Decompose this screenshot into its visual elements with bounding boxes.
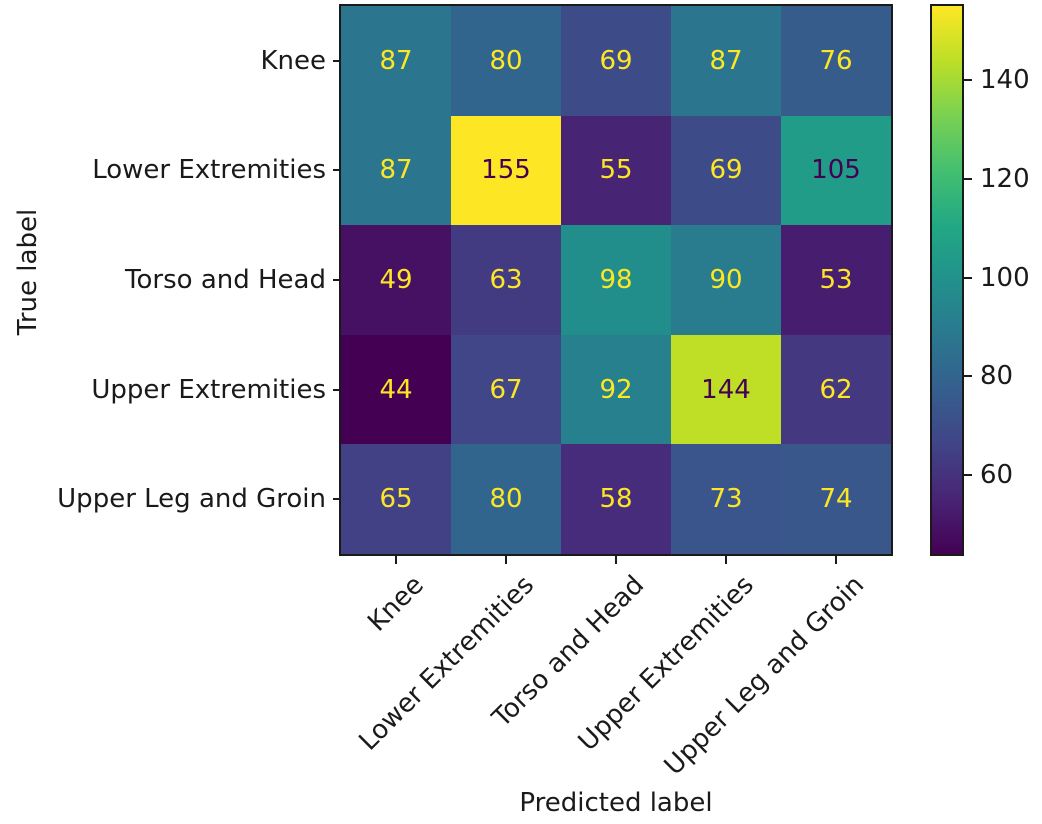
heatmap-cell-value: 44	[379, 374, 413, 405]
heatmap-cell: 73	[671, 444, 781, 554]
heatmap-cell: 80	[451, 6, 561, 116]
colorbar-tick-mark	[964, 474, 972, 476]
heatmap-cell: 49	[341, 225, 451, 335]
heatmap-cell-value: 53	[819, 264, 853, 295]
colorbar-tick-label: 120	[980, 163, 1030, 194]
y-tick-mark	[333, 169, 341, 172]
heatmap-cell: 55	[561, 115, 671, 226]
heatmap-cell-value: 62	[819, 374, 853, 405]
y-tick-label: Lower Extremities	[92, 155, 326, 186]
colorbar-tick-label: 80	[980, 361, 1014, 392]
heatmap-cell: 87	[671, 6, 781, 116]
y-tick-mark	[333, 59, 341, 62]
y-axis-title: True label	[13, 208, 43, 336]
x-tick-label: Upper Leg and Groin	[658, 570, 871, 782]
heatmap-cell: 90	[671, 225, 781, 335]
heatmap-cell-value: 67	[489, 374, 523, 405]
heatmap-cell: 62	[781, 334, 891, 445]
x-tick-mark	[615, 556, 617, 564]
colorbar-tick-label: 140	[980, 65, 1030, 96]
heatmap-cell: 44	[341, 334, 451, 445]
heatmap-cell-value: 63	[489, 264, 523, 295]
y-tick-label: Upper Leg and Groin	[57, 484, 326, 515]
colorbar	[930, 4, 964, 556]
x-axis-title: Predicted label	[519, 788, 713, 818]
heatmap-cell-value: 105	[811, 155, 861, 186]
heatmap-cell-value: 76	[819, 45, 853, 76]
heatmap-cell: 53	[781, 225, 891, 335]
heatmap-cell: 80	[451, 444, 561, 554]
heatmap-cell-value: 87	[379, 155, 413, 186]
heatmap-cell-value: 58	[599, 484, 633, 515]
heatmap-cell: 58	[561, 444, 671, 554]
y-tick-label: Torso and Head	[125, 265, 326, 295]
heatmap-cell-value: 69	[709, 155, 743, 186]
y-tick-mark	[333, 388, 341, 391]
x-tick-mark	[395, 556, 397, 564]
y-tick-label: Upper Extremities	[91, 374, 326, 405]
heatmap-cell-value: 74	[819, 484, 853, 515]
heatmap-cell-value: 49	[379, 264, 413, 295]
heatmap-cell-value: 98	[599, 264, 633, 295]
heatmap-cell-value: 155	[481, 155, 531, 186]
heatmap-grid: 87 80 69 87 76 87 155 55 69 105 49 63 98 90 53 44 67 92 14…	[339, 4, 893, 556]
heatmap-cell-value: 144	[701, 374, 751, 405]
heatmap-cell-value: 69	[599, 45, 633, 76]
heatmap-cell: 144	[671, 334, 781, 445]
heatmap-cell: 74	[781, 444, 891, 554]
heatmap-cell: 65	[341, 444, 451, 554]
colorbar-tick-label: 100	[980, 262, 1030, 293]
heatmap-cell-value: 55	[599, 155, 633, 186]
x-tick-mark	[725, 556, 727, 564]
heatmap-cell: 63	[451, 225, 561, 335]
heatmap-cell: 92	[561, 334, 671, 445]
heatmap-cell: 155	[451, 115, 561, 226]
y-tick-mark	[333, 498, 341, 501]
heatmap-cell-value: 87	[709, 45, 743, 76]
colorbar-tick-mark	[964, 375, 972, 378]
heatmap-cell: 69	[671, 115, 781, 226]
x-tick-label: Knee	[362, 570, 431, 638]
colorbar-tick-mark	[964, 276, 972, 279]
heatmap-cell: 69	[561, 6, 671, 116]
heatmap-cell-value: 92	[599, 374, 633, 405]
y-tick-label: Knee	[260, 45, 326, 76]
heatmap-cell: 87	[341, 6, 451, 116]
colorbar-tick-mark	[964, 177, 972, 180]
heatmap-cell-value: 73	[709, 484, 743, 515]
heatmap-cell-value: 65	[379, 484, 413, 515]
heatmap-cell: 105	[781, 115, 891, 226]
x-tick-mark	[505, 556, 507, 564]
heatmap-cell: 76	[781, 6, 891, 116]
heatmap-cell-value: 80	[489, 484, 523, 515]
heatmap-cell: 67	[451, 334, 561, 445]
heatmap-cell: 98	[561, 225, 671, 335]
x-tick-mark	[835, 556, 837, 564]
heatmap-cell-value: 90	[709, 264, 743, 295]
y-tick-mark	[333, 279, 341, 281]
colorbar-tick-mark	[964, 79, 972, 82]
heatmap-cell: 87	[341, 115, 451, 226]
heatmap-cell-value: 80	[489, 45, 523, 76]
colorbar-tick-label: 60	[980, 460, 1014, 490]
heatmap-cell-value: 87	[379, 45, 413, 76]
